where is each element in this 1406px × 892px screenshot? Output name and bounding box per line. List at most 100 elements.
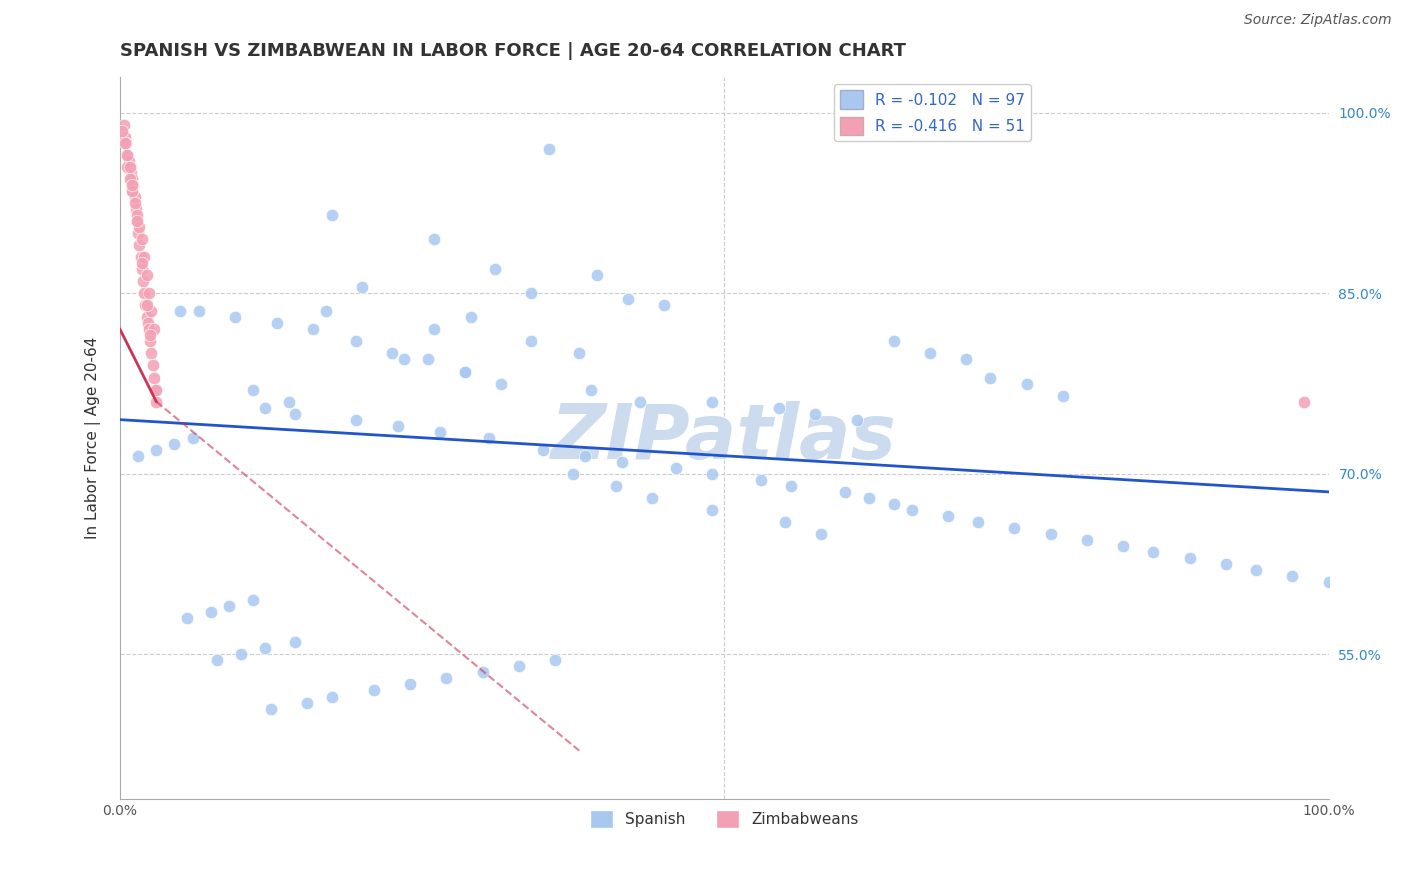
Point: [278, 394, 301, 409]
Point: [143, 383, 166, 397]
Point: [254, 641, 277, 656]
Point: [1002, 521, 1025, 535]
Point: [117, 148, 139, 162]
Point: [702, 467, 724, 481]
Point: [399, 677, 422, 691]
Point: [138, 322, 160, 336]
Point: [344, 412, 367, 426]
Point: [242, 593, 264, 607]
Point: [141, 304, 163, 318]
Point: [1112, 539, 1135, 553]
Point: [1052, 388, 1074, 402]
Point: [131, 232, 153, 246]
Point: [169, 304, 191, 318]
Point: [453, 364, 475, 378]
Point: [610, 455, 633, 469]
Legend: Spanish, Zimbabweans: Spanish, Zimbabweans: [583, 804, 865, 835]
Point: [176, 611, 198, 625]
Point: [266, 317, 288, 331]
Point: [665, 460, 688, 475]
Point: [568, 346, 591, 360]
Point: [967, 515, 990, 529]
Point: [392, 352, 415, 367]
Point: [423, 232, 446, 246]
Point: [127, 449, 149, 463]
Point: [460, 310, 482, 325]
Point: [135, 268, 157, 283]
Y-axis label: In Labor Force | Age 20-64: In Labor Force | Age 20-64: [86, 336, 101, 539]
Point: [605, 479, 627, 493]
Point: [387, 418, 409, 433]
Point: [979, 370, 1001, 384]
Point: [115, 136, 138, 150]
Point: [135, 298, 157, 312]
Point: [768, 401, 790, 415]
Point: [163, 436, 186, 450]
Point: [804, 407, 827, 421]
Text: Source: ZipAtlas.com: Source: ZipAtlas.com: [1244, 13, 1392, 28]
Point: [508, 659, 530, 673]
Point: [1244, 563, 1267, 577]
Text: ZIPatlas: ZIPatlas: [551, 401, 897, 475]
Point: [117, 153, 139, 168]
Point: [124, 196, 146, 211]
Point: [471, 665, 494, 680]
Point: [344, 334, 367, 349]
Point: [142, 359, 165, 373]
Point: [134, 286, 156, 301]
Point: [117, 148, 139, 162]
Point: [315, 304, 337, 318]
Point: [141, 346, 163, 360]
Point: [142, 370, 165, 384]
Point: [145, 442, 167, 457]
Point: [641, 491, 664, 505]
Point: [129, 250, 152, 264]
Point: [134, 298, 156, 312]
Point: [936, 508, 959, 523]
Point: [284, 407, 307, 421]
Point: [858, 491, 880, 505]
Point: [135, 310, 157, 325]
Point: [117, 160, 139, 174]
Point: [1317, 575, 1340, 590]
Point: [112, 118, 135, 132]
Point: [131, 262, 153, 277]
Point: [538, 142, 561, 156]
Point: [1294, 394, 1316, 409]
Point: [520, 286, 543, 301]
Point: [1215, 557, 1237, 571]
Point: [128, 220, 150, 235]
Point: [918, 346, 941, 360]
Point: [121, 184, 143, 198]
Point: [616, 293, 638, 307]
Point: [114, 129, 136, 144]
Point: [118, 160, 141, 174]
Point: [955, 352, 977, 367]
Point: [1015, 376, 1038, 391]
Point: [779, 479, 801, 493]
Point: [284, 635, 307, 649]
Point: [321, 208, 343, 222]
Point: [136, 317, 159, 331]
Point: [254, 401, 277, 415]
Point: [520, 334, 543, 349]
Point: [187, 304, 209, 318]
Point: [1039, 527, 1062, 541]
Point: [114, 136, 136, 150]
Point: [702, 503, 724, 517]
Point: [434, 672, 457, 686]
Point: [128, 238, 150, 252]
Point: [134, 250, 156, 264]
Point: [581, 383, 603, 397]
Point: [118, 160, 141, 174]
Point: [531, 442, 554, 457]
Point: [381, 346, 404, 360]
Point: [121, 178, 143, 192]
Point: [562, 467, 585, 481]
Point: [423, 322, 446, 336]
Point: [205, 653, 228, 667]
Point: [702, 394, 724, 409]
Point: [118, 172, 141, 186]
Point: [453, 364, 475, 378]
Point: [478, 431, 501, 445]
